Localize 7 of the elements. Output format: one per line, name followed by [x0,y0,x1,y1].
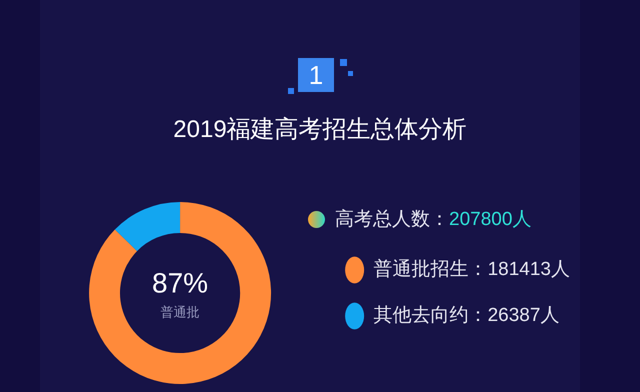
text: 1 [298,58,334,92]
text: 普通批 [160,304,200,320]
legend-label: 其他去向约：26387人 [374,305,560,326]
legend-label: 普通批招生：181413人 [374,258,570,280]
chart-title: 2019福建高考招生总体分析 [172,115,468,145]
text: 87% [152,268,208,299]
text: 高考总人数：207800人 [335,208,532,232]
